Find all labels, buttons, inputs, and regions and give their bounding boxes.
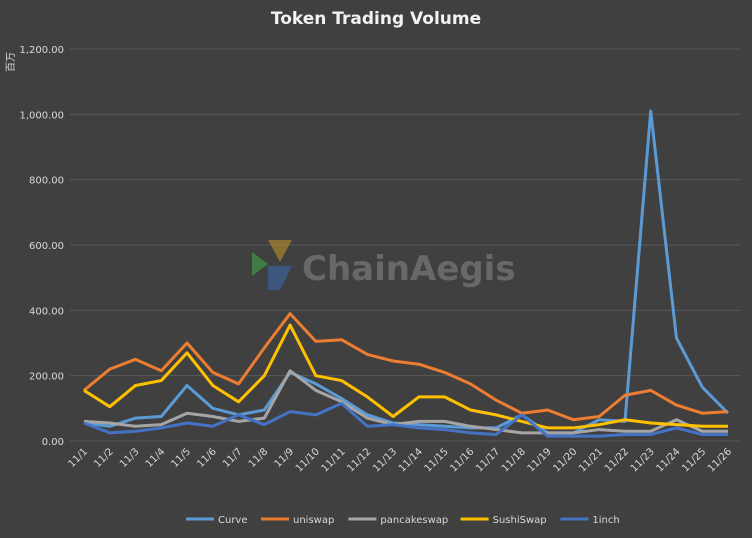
x-tick-label: 11/20 (551, 446, 579, 474)
watermark-text: ChainAegis (302, 249, 516, 289)
series-line-uniswap (83, 312, 729, 422)
x-tick-label: 11/3 (118, 446, 142, 470)
legend-label: SushiSwap (493, 515, 547, 526)
y-tick-label: 200.00 (29, 372, 64, 383)
y-tick-label: 400.00 (29, 306, 64, 317)
y-axis-label: 百万 (5, 52, 17, 72)
x-tick-label: 11/26 (706, 446, 734, 474)
x-tick-label: 11/5 (169, 446, 193, 470)
legend-label: Curve (218, 515, 248, 526)
x-tick-label: 11/2 (92, 446, 116, 470)
x-tick-label: 11/22 (603, 446, 631, 474)
series-line-pancakeswap (83, 369, 728, 435)
legend-label: 1inch (592, 515, 619, 526)
x-tick-label: 11/16 (448, 446, 476, 474)
legend-item-uniswap: uniswap (261, 515, 334, 526)
y-tick-label: 0.00 (42, 437, 64, 448)
x-tick-label: 11/17 (474, 446, 502, 474)
y-tick-label: 1,200.00 (19, 45, 64, 56)
legend-label: pancakeswap (380, 515, 448, 526)
series-line-1inch (83, 401, 728, 438)
legend-item-sushiswap: SushiSwap (460, 515, 547, 526)
x-tick-label: 11/14 (397, 446, 425, 474)
x-tick-label: 11/13 (371, 446, 399, 474)
chart-title: Token Trading Volume (271, 9, 481, 29)
legend-label: uniswap (293, 515, 334, 526)
y-tick-label: 600.00 (29, 241, 64, 252)
y-tick-label: 800.00 (29, 176, 64, 187)
x-tick-label: 11/18 (500, 446, 528, 474)
x-tick-label: 11/24 (654, 446, 682, 474)
legend-item-1inch: 1inch (560, 515, 620, 526)
x-tick-label: 11/9 (273, 446, 297, 470)
x-tick-label: 11/10 (294, 446, 322, 474)
legend-item-pancakeswap: pancakeswap (348, 515, 448, 526)
legend-item-curve: Curve (186, 515, 248, 526)
legend: Curve uniswap pancakeswap SushiSwap 1inch (186, 515, 620, 526)
x-tick-label: 11/19 (526, 446, 554, 474)
x-tick-label: 11/6 (195, 446, 219, 470)
x-tick-label: 11/12 (345, 446, 373, 474)
x-tick-label: 11/15 (423, 446, 451, 474)
series-line-sushiswap (83, 323, 728, 430)
x-tick-labels: 11/1 11/2 11/3 11/4 11/5 11/6 11/7 11/8 11/911/1… (66, 446, 734, 474)
x-tick-label: 11/8 (247, 446, 271, 470)
x-tick-label: 11/4 (144, 446, 168, 470)
y-tick-labels: 0.00 200.00 400.00 600.00 800.00 1,000.00 1,20… (19, 45, 64, 448)
y-tick-label: 1,000.00 (19, 110, 64, 121)
gridlines (70, 48, 740, 442)
x-tick-label: 11/11 (320, 446, 348, 474)
series-lines (83, 109, 730, 438)
x-tick-label: 11/1 (66, 446, 90, 470)
x-tick-label: 11/23 (629, 446, 657, 474)
x-tick-label: 11/25 (680, 446, 708, 474)
watermark-logo: ChainAegis (252, 240, 516, 290)
x-tick-label: 11/21 (577, 446, 605, 474)
x-tick-label: 11/7 (221, 446, 245, 470)
